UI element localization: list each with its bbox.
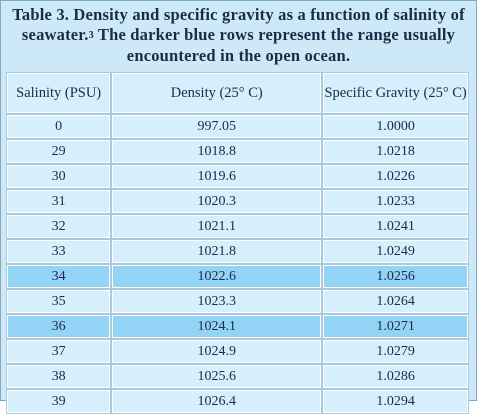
data-table: Salinity (PSU) Density (25° C) Specific Gr… — [5, 71, 470, 415]
table-cell: 30 — [5, 164, 112, 189]
table-cell: 39 — [5, 389, 112, 414]
table-cell: 33 — [5, 239, 112, 264]
table-row: 32 1021.1 1.0241 — [5, 214, 469, 239]
table-cell: 1.0271 — [322, 314, 469, 339]
table-cell: 1.0233 — [322, 189, 469, 214]
table-cell: 1023.3 — [111, 289, 323, 314]
table-cell: 1022.6 — [111, 264, 323, 289]
table-cell: 1026.4 — [111, 389, 323, 414]
table-cell: 997.05 — [111, 114, 323, 139]
table-row: 38 1025.6 1.0286 — [5, 364, 469, 389]
table-row: 34 1022.6 1.0256 — [5, 264, 469, 289]
table-cell: 1.0256 — [322, 264, 469, 289]
table-body: 0 997.05 1.0000 29 1018.8 1.0218 30 1019.6 1.022… — [5, 114, 469, 414]
table-row: 39 1026.4 1.0294 — [5, 389, 469, 414]
table-row: 30 1019.6 1.0226 — [5, 164, 469, 189]
caption-text: The darker blue rows represent the range… — [93, 25, 456, 65]
table-row: 36 1024.1 1.0271 — [5, 314, 469, 339]
table-cell: 38 — [5, 364, 112, 389]
table-cell: 1.0241 — [322, 214, 469, 239]
table-cell: 1024.1 — [111, 314, 323, 339]
table-cell: 34 — [5, 264, 112, 289]
footnote-ref: 3 — [88, 30, 94, 41]
column-header: Density (25° C) — [111, 72, 323, 114]
column-header: Salinity (PSU) — [5, 72, 112, 114]
table-cell: 1020.3 — [111, 189, 323, 214]
table-cell: 1.0279 — [322, 339, 469, 364]
table-cell: 1.0000 — [322, 114, 469, 139]
table-cell: 32 — [5, 214, 112, 239]
table-cell: 31 — [5, 189, 112, 214]
table-cell: 1.0218 — [322, 139, 469, 164]
table-cell: 1.0286 — [322, 364, 469, 389]
table-row: 29 1018.8 1.0218 — [5, 139, 469, 164]
table-cell: 1.0264 — [322, 289, 469, 314]
table-cell: 1025.6 — [111, 364, 323, 389]
table-cell: 1021.8 — [111, 239, 323, 264]
column-header: Specific Gravity (25° C) — [322, 72, 469, 114]
table-row: 33 1021.8 1.0249 — [5, 239, 469, 264]
table-cell: 1019.6 — [111, 164, 323, 189]
table-cell: 1.0249 — [322, 239, 469, 264]
table-row: 31 1020.3 1.0233 — [5, 189, 469, 214]
table-cell: 1018.8 — [111, 139, 323, 164]
header-row: Salinity (PSU) Density (25° C) Specific Gr… — [5, 72, 469, 114]
table-cell: 1024.9 — [111, 339, 323, 364]
table-cell: 37 — [5, 339, 112, 364]
table-caption: Table 3. Density and specific gravity as… — [6, 5, 471, 71]
table-cell: 29 — [5, 139, 112, 164]
caption-text: Table 3. Density and specific gravity as… — [12, 5, 465, 44]
table-cell: 0 — [5, 114, 112, 139]
table-row: 35 1023.3 1.0264 — [5, 289, 469, 314]
table-row: 37 1024.9 1.0279 — [5, 339, 469, 364]
table-cell: 36 — [5, 314, 112, 339]
table-cell: 1021.1 — [111, 214, 323, 239]
table-cell: 1.0226 — [322, 164, 469, 189]
table-cell: 35 — [5, 289, 112, 314]
table-cell: 1.0294 — [322, 389, 469, 414]
table-row: 0 997.05 1.0000 — [5, 114, 469, 139]
